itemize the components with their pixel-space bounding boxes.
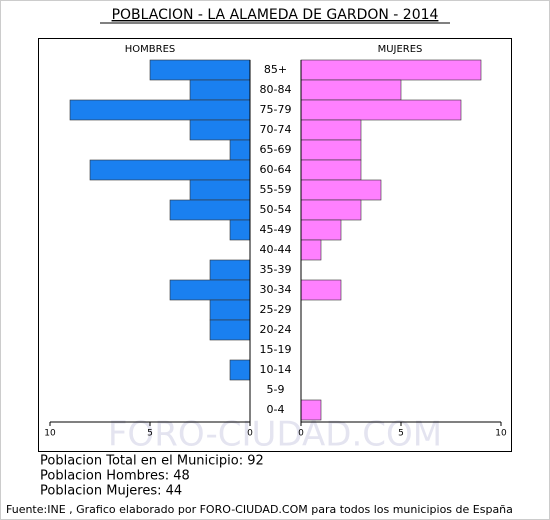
age-label: 35-39 — [260, 263, 292, 276]
chart-title: POBLACION - LA ALAMEDA DE GARDON - 2014 — [112, 7, 439, 23]
bar-hombres — [209, 259, 251, 281]
age-label: 15-19 — [260, 343, 292, 356]
x-tick-label: 10 — [495, 429, 507, 439]
bar-mujeres — [300, 279, 342, 301]
age-label: 75-79 — [260, 103, 292, 116]
age-label: 40-44 — [260, 243, 292, 256]
age-label: 45-49 — [260, 223, 292, 236]
bar-hombres — [169, 279, 251, 301]
age-label: 30-34 — [260, 283, 292, 296]
bar-mujeres — [300, 199, 362, 221]
age-label: 60-64 — [260, 163, 292, 176]
stat-mujeres: Poblacion Mujeres: 44 — [40, 484, 182, 499]
stat-total: Poblacion Total en el Municipio: 92 — [40, 454, 264, 469]
x-tick-label: 10 — [44, 429, 56, 439]
bar-hombres — [89, 159, 251, 181]
bar-hombres — [209, 299, 251, 321]
stat-hombres: Poblacion Hombres: 48 — [40, 469, 190, 484]
bar-mujeres — [300, 79, 402, 101]
bar-mujeres — [300, 119, 362, 141]
bar-hombres — [229, 219, 251, 241]
age-label: 65-69 — [260, 143, 292, 156]
bar-hombres — [209, 319, 251, 341]
bar-hombres — [229, 359, 251, 381]
bar-hombres — [69, 99, 251, 121]
bar-mujeres — [300, 399, 322, 421]
bar-mujeres — [300, 219, 342, 241]
age-label: 25-29 — [260, 303, 292, 316]
age-label: 20-24 — [260, 323, 292, 336]
bar-mujeres — [300, 179, 382, 201]
bar-hombres — [189, 79, 251, 101]
age-label: 55-59 — [260, 183, 292, 196]
x-tick-label: 5 — [398, 429, 404, 439]
age-label: 0-4 — [267, 403, 285, 416]
x-tick-label: 0 — [298, 429, 304, 439]
legend-mujeres: MUJERES — [378, 44, 423, 55]
source: Fuente:INE , Grafico elaborado por FORO-… — [6, 503, 513, 516]
bar-hombres — [169, 199, 251, 221]
watermark: FORO-CIUDAD.COM — [108, 415, 442, 455]
bar-mujeres — [300, 59, 482, 81]
bar-mujeres — [300, 239, 322, 261]
age-label: 50-54 — [260, 203, 292, 216]
bar-hombres — [229, 139, 251, 161]
x-tick-label: 0 — [247, 429, 253, 439]
bar-hombres — [189, 119, 251, 141]
bar-hombres — [189, 179, 251, 201]
bar-mujeres — [300, 139, 362, 161]
bar-hombres — [149, 59, 251, 81]
age-label: 5-9 — [267, 383, 285, 396]
age-label: 70-74 — [260, 123, 292, 136]
bar-mujeres — [300, 99, 462, 121]
age-label: 10-14 — [260, 363, 292, 376]
age-label: 85+ — [264, 63, 287, 76]
legend-hombres: HOMBRES — [125, 44, 176, 55]
x-tick-label: 5 — [147, 429, 153, 439]
bar-mujeres — [300, 159, 362, 181]
age-label: 80-84 — [260, 83, 292, 96]
